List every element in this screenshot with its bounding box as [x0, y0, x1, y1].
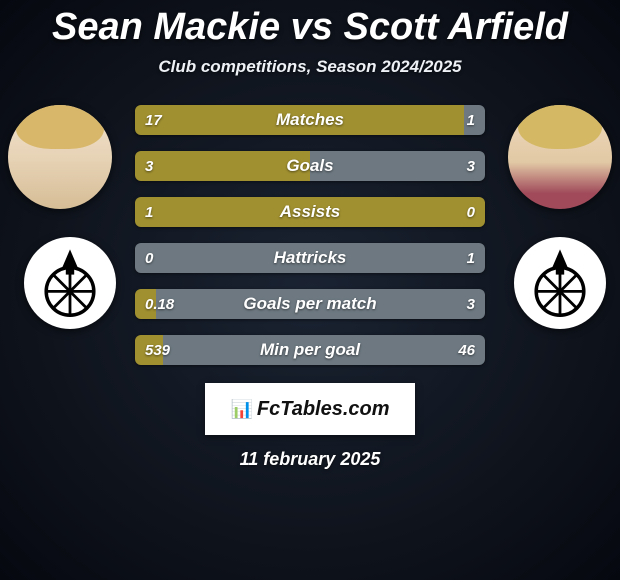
page-title: Sean Mackie vs Scott Arfield	[0, 0, 620, 49]
player-right-avatar	[508, 105, 612, 209]
stat-label: Matches	[135, 105, 485, 135]
stat-value-right: 46	[458, 335, 475, 365]
stat-value-right: 3	[467, 289, 475, 319]
stat-value-right: 3	[467, 151, 475, 181]
club-left-badge	[24, 237, 116, 329]
stats-area: 17Matches13Goals31Assists00Hattricks10.1…	[0, 105, 620, 365]
club-crest-icon	[525, 248, 595, 318]
stat-bars: 17Matches13Goals31Assists00Hattricks10.1…	[135, 105, 485, 381]
player-left-avatar	[8, 105, 112, 209]
stat-row: 539Min per goal46	[135, 335, 485, 365]
comparison-card: Sean Mackie vs Scott Arfield Club compet…	[0, 0, 620, 580]
stat-label: Goals	[135, 151, 485, 181]
stat-value-right: 1	[467, 243, 475, 273]
stat-value-right: 0	[467, 197, 475, 227]
logo-text: FcTables.com	[257, 398, 390, 421]
stat-label: Goals per match	[135, 289, 485, 319]
stat-row: 3Goals3	[135, 151, 485, 181]
logo-box[interactable]: 📊 FcTables.com	[205, 383, 415, 435]
stat-row: 0.18Goals per match3	[135, 289, 485, 319]
date-label: 11 february 2025	[0, 449, 620, 470]
stat-row: 17Matches1	[135, 105, 485, 135]
club-crest-icon	[35, 248, 105, 318]
club-right-badge	[514, 237, 606, 329]
page-subtitle: Club competitions, Season 2024/2025	[0, 57, 620, 77]
stat-row: 0Hattricks1	[135, 243, 485, 273]
stat-label: Assists	[135, 197, 485, 227]
stat-value-right: 1	[467, 105, 475, 135]
chart-icon: 📊	[230, 399, 252, 420]
stat-label: Hattricks	[135, 243, 485, 273]
stat-row: 1Assists0	[135, 197, 485, 227]
stat-label: Min per goal	[135, 335, 485, 365]
